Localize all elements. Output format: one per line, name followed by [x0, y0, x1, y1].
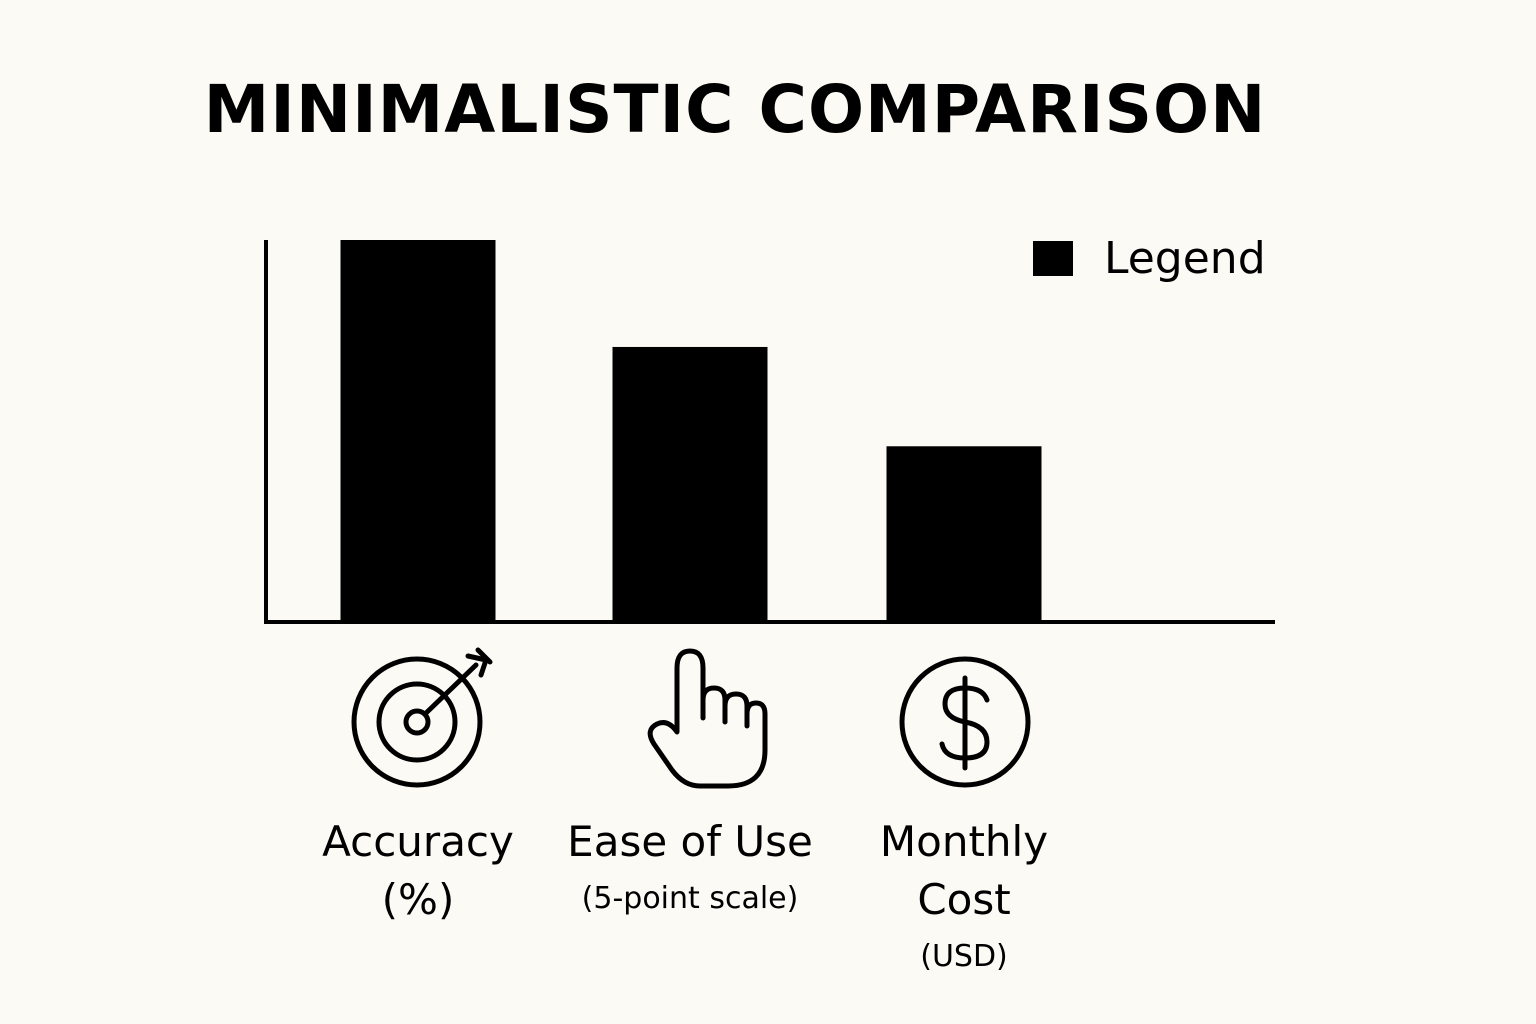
dollar-circle-icon — [899, 656, 1031, 788]
category-labels: Accuracy (%) Ease of Use (5-point scale) Mon… — [322, 817, 1048, 974]
bars-group — [340, 240, 1042, 622]
category-label-2-line-1: Ease of Use — [567, 817, 813, 866]
bar-2 — [612, 346, 768, 622]
category-label-3-line-3: (USD) — [920, 939, 1008, 974]
category-label-1-line-2: (%) — [382, 875, 455, 924]
bar-3 — [886, 446, 1042, 622]
category-label-3-line-1: Monthly — [880, 817, 1048, 866]
legend-swatch — [1033, 241, 1073, 276]
chart-title: MINIMALISTIC COMPARISON — [204, 71, 1267, 148]
category-label-2-line-2: (5-point scale) — [582, 881, 799, 916]
target-icon — [351, 647, 493, 788]
legend: Legend — [1033, 233, 1266, 284]
category-label-3-line-2: Cost — [917, 875, 1010, 924]
legend-label: Legend — [1104, 233, 1266, 284]
pointing-hand-icon — [647, 648, 768, 789]
category-label-1-line-1: Accuracy — [322, 817, 514, 866]
bar-1 — [340, 240, 496, 622]
